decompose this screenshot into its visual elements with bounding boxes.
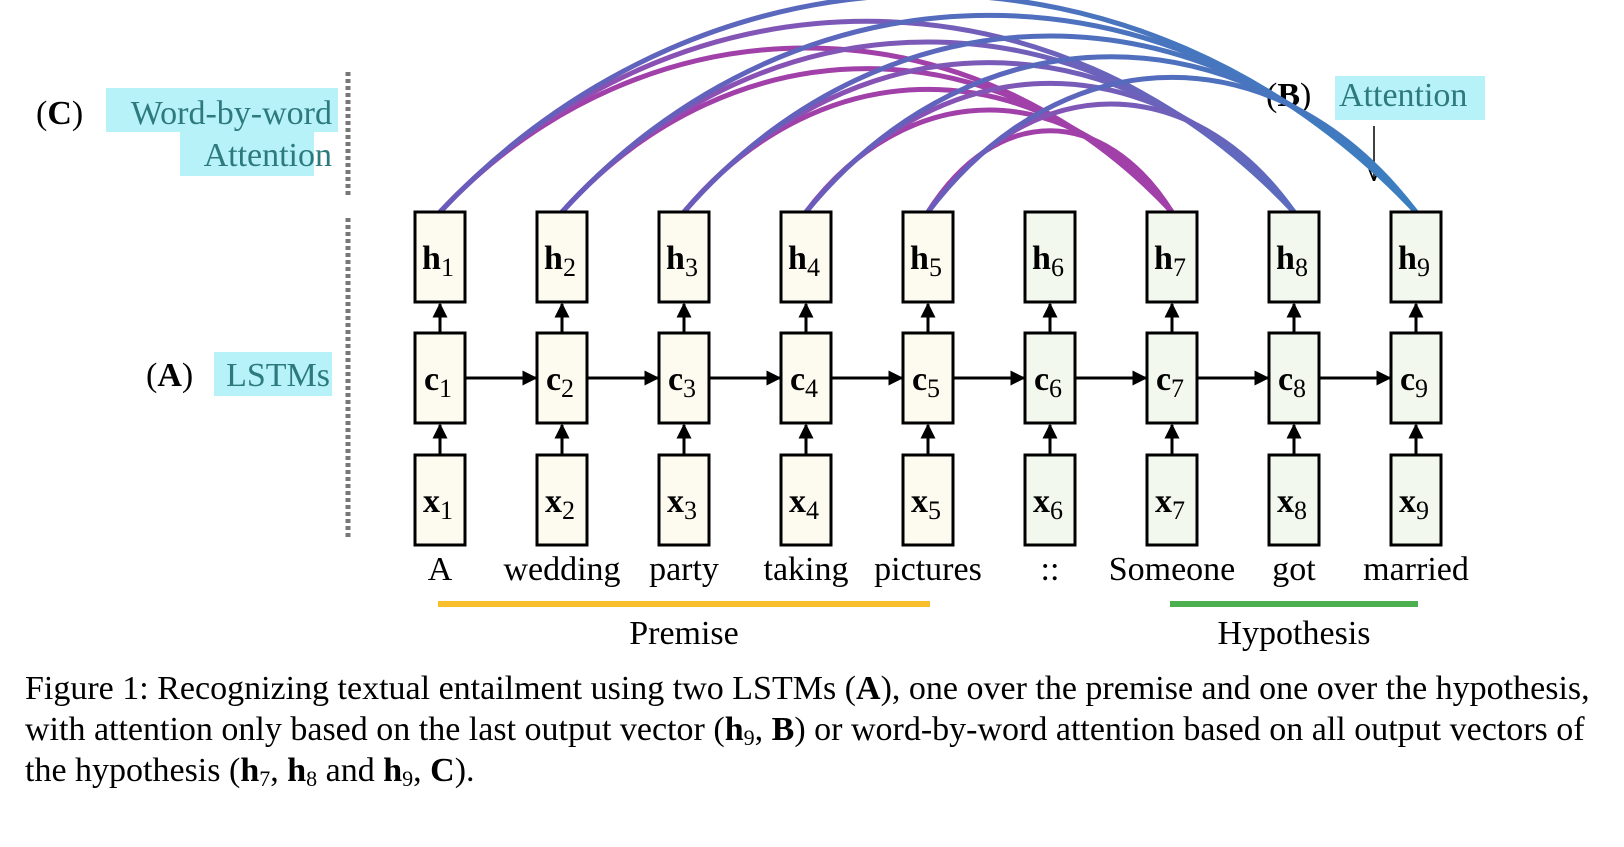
c-label-4: c4 [790,361,818,403]
word-2: wedding [503,551,620,588]
word-6: :: [1041,551,1060,588]
word-7: Someone [1109,551,1236,588]
x-label-8: x8 [1277,483,1307,525]
attention-arc-h2-h7 [560,66,1174,214]
c-label-6: c6 [1034,361,1062,403]
c-label-7: c7 [1156,361,1184,403]
x-box-5 [901,453,955,547]
h-box-5 [901,210,955,304]
attention-arcs [438,0,1418,214]
c-label-5: c5 [912,361,940,403]
x-box-9 [1389,453,1443,547]
lstm-columns: h1 c1 x1 Ah2 c2 x2 wedding h3 c3 x3 party h4 c4 x4 tak… [413,210,1469,588]
x-label-3: x3 [667,483,697,525]
x-box-4 [779,453,833,547]
h-box-4 [779,210,833,304]
c-label-1: c1 [424,361,452,403]
h-label-6: h6 [1032,240,1064,282]
x-box-8 [1267,453,1321,547]
h-box-3 [657,210,711,304]
h-box-2 [535,210,589,304]
c-label-2: c2 [546,361,574,403]
x-box-3 [657,453,711,547]
label-wbw-line1: Word-by-word [131,95,332,132]
label-wbw-line2: Attention [204,137,332,174]
label-lstms: LSTMs [226,357,330,394]
x-label-5: x5 [911,483,941,525]
figure-caption: Figure 1: Recognizing textual entailment… [25,670,1590,791]
word-8: got [1272,551,1316,588]
x-label-4: x4 [789,483,819,525]
highlight-lstms [214,352,332,396]
word-5: pictures [874,551,982,588]
x-label-9: x9 [1399,483,1429,525]
c-label-8: c8 [1278,361,1306,403]
h-label-3: h3 [666,240,698,282]
h-box-6 [1023,210,1077,304]
x-label-2: x2 [545,483,575,525]
highlight-wbw-line1 [106,88,338,132]
h-box-7 [1145,210,1199,304]
highlight-wbw-line2 [180,132,314,176]
word-1: A [428,551,453,588]
premise-label: Premise [629,615,739,652]
h-box-1 [413,210,467,304]
word-9: married [1363,551,1469,588]
attention-arc-h5-h9 [926,74,1418,214]
h-box-8 [1267,210,1321,304]
x-label-6: x6 [1033,483,1063,525]
label-a: (A) [146,357,193,394]
c-box-9 [1389,331,1443,425]
word-4: taking [764,551,849,588]
h-label-8: h8 [1276,240,1308,282]
h-label-1: h1 [422,240,454,282]
c-box-1 [413,331,467,425]
c-box-3 [657,331,711,425]
x-label-7: x7 [1155,483,1185,525]
h-box-9 [1389,210,1443,304]
c-label-9: c9 [1400,361,1428,403]
h-label-2: h2 [544,240,576,282]
highlight-attention [1335,76,1485,120]
label-attention: Attention [1339,77,1467,114]
c-label-3: c3 [668,361,696,403]
x-label-1: x1 [423,483,453,525]
h-label-4: h4 [788,240,820,282]
h-label-5: h5 [910,240,942,282]
h-label-7: h7 [1154,240,1186,282]
label-c: (C) [36,95,83,132]
word-3: party [649,551,719,588]
h-label-9: h9 [1398,240,1430,282]
x-box-2 [535,453,589,547]
hypothesis-label: Hypothesis [1218,615,1371,652]
